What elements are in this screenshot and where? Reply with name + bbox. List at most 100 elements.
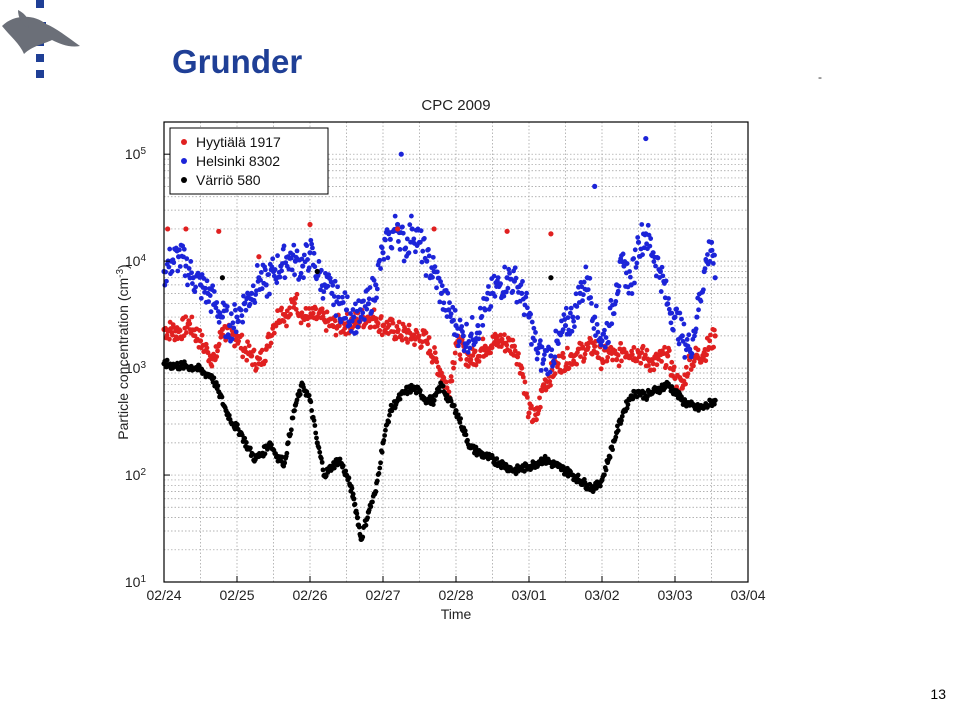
- data-point: [634, 358, 640, 364]
- y-tick-label: 102: [125, 467, 147, 484]
- data-point: [387, 236, 393, 242]
- data-point: [688, 367, 694, 372]
- data-point: [417, 239, 423, 245]
- data-point: [666, 306, 672, 312]
- data-point: [281, 460, 288, 466]
- data-point: [267, 291, 272, 297]
- data-point: [477, 330, 482, 336]
- data-point: [707, 259, 713, 264]
- data-point: [619, 358, 624, 364]
- data-point: [451, 317, 456, 323]
- data-point: [327, 275, 333, 281]
- data-point: [562, 322, 569, 329]
- data-point: [335, 294, 341, 300]
- data-point: [289, 267, 295, 273]
- data-point: [183, 314, 189, 320]
- data-point: [186, 266, 192, 271]
- data-point: [704, 352, 709, 358]
- data-point: [639, 350, 644, 356]
- data-point: [437, 388, 443, 394]
- data-point: [377, 328, 383, 333]
- data-point: [574, 361, 580, 367]
- data-point: [316, 445, 322, 451]
- data-point: [312, 423, 318, 428]
- data-point: [242, 435, 248, 441]
- data-point: [408, 213, 414, 219]
- data-point: [463, 432, 469, 438]
- data-point: [335, 284, 340, 290]
- data-point: [460, 329, 465, 335]
- data-point: [169, 268, 175, 274]
- data-point: [340, 463, 346, 469]
- x-axis-ticks: 02/24 02/25 02/26 02/27 02/28 03/01 03/02 03/03…: [146, 576, 766, 603]
- data-point: [411, 332, 417, 338]
- data-point: [566, 365, 572, 371]
- data-point: [645, 222, 651, 228]
- data-point: [353, 301, 358, 307]
- data-point: [460, 333, 466, 339]
- data-point: [620, 251, 626, 257]
- data-point: [377, 465, 383, 471]
- data-point: [683, 364, 689, 370]
- data-point: [232, 307, 238, 313]
- data-point: [441, 300, 447, 306]
- data-point: [293, 306, 299, 312]
- data-point: [202, 285, 208, 291]
- data-point: [262, 358, 268, 364]
- data-point: [537, 404, 543, 410]
- data-point: [615, 288, 621, 294]
- data-point: [524, 394, 530, 400]
- data-point: [635, 239, 642, 245]
- data-point: [691, 363, 696, 369]
- data-point: [377, 257, 383, 263]
- data-point: [385, 255, 391, 261]
- data-point: [279, 268, 285, 274]
- outlier-point: [307, 221, 313, 228]
- series-1: [161, 213, 718, 377]
- data-point: [594, 321, 600, 327]
- data-point: [211, 289, 217, 294]
- data-point: [271, 330, 277, 336]
- data-point: [555, 340, 561, 347]
- legend-label-hyytiala: Hyytiälä 1917: [196, 134, 281, 150]
- data-point: [581, 356, 587, 361]
- data-point: [210, 283, 216, 289]
- data-point: [635, 235, 641, 240]
- data-point: [350, 307, 356, 312]
- data-point: [611, 311, 617, 316]
- data-point: [492, 293, 498, 299]
- data-point: [476, 336, 482, 342]
- data-point: [712, 275, 718, 281]
- data-point: [379, 332, 385, 338]
- data-point: [585, 287, 591, 293]
- data-point: [224, 307, 229, 313]
- data-point: [614, 357, 620, 363]
- data-point: [382, 433, 388, 438]
- data-point: [294, 248, 300, 254]
- data-point: [421, 236, 427, 241]
- data-point: [476, 358, 482, 364]
- data-point: [206, 299, 212, 305]
- data-point: [343, 468, 349, 474]
- data-point: [204, 345, 210, 351]
- data-point: [708, 239, 715, 245]
- data-point: [254, 366, 259, 371]
- data-point: [277, 274, 283, 280]
- data-point: [177, 328, 183, 334]
- data-point: [494, 456, 500, 462]
- data-point: [629, 352, 635, 357]
- data-point: [378, 266, 383, 271]
- data-point: [375, 320, 381, 326]
- data-point: [275, 253, 280, 259]
- data-point: [226, 412, 232, 418]
- data-point: [580, 344, 586, 350]
- data-point: [522, 379, 528, 385]
- data-point: [325, 283, 331, 289]
- data-point: [660, 273, 666, 279]
- data-point: [542, 453, 548, 459]
- data-point: [269, 442, 274, 448]
- data-point: [281, 319, 287, 324]
- legend-label-varrio: Värriö 580: [196, 172, 261, 188]
- data-point: [239, 332, 245, 338]
- data-point: [374, 478, 380, 484]
